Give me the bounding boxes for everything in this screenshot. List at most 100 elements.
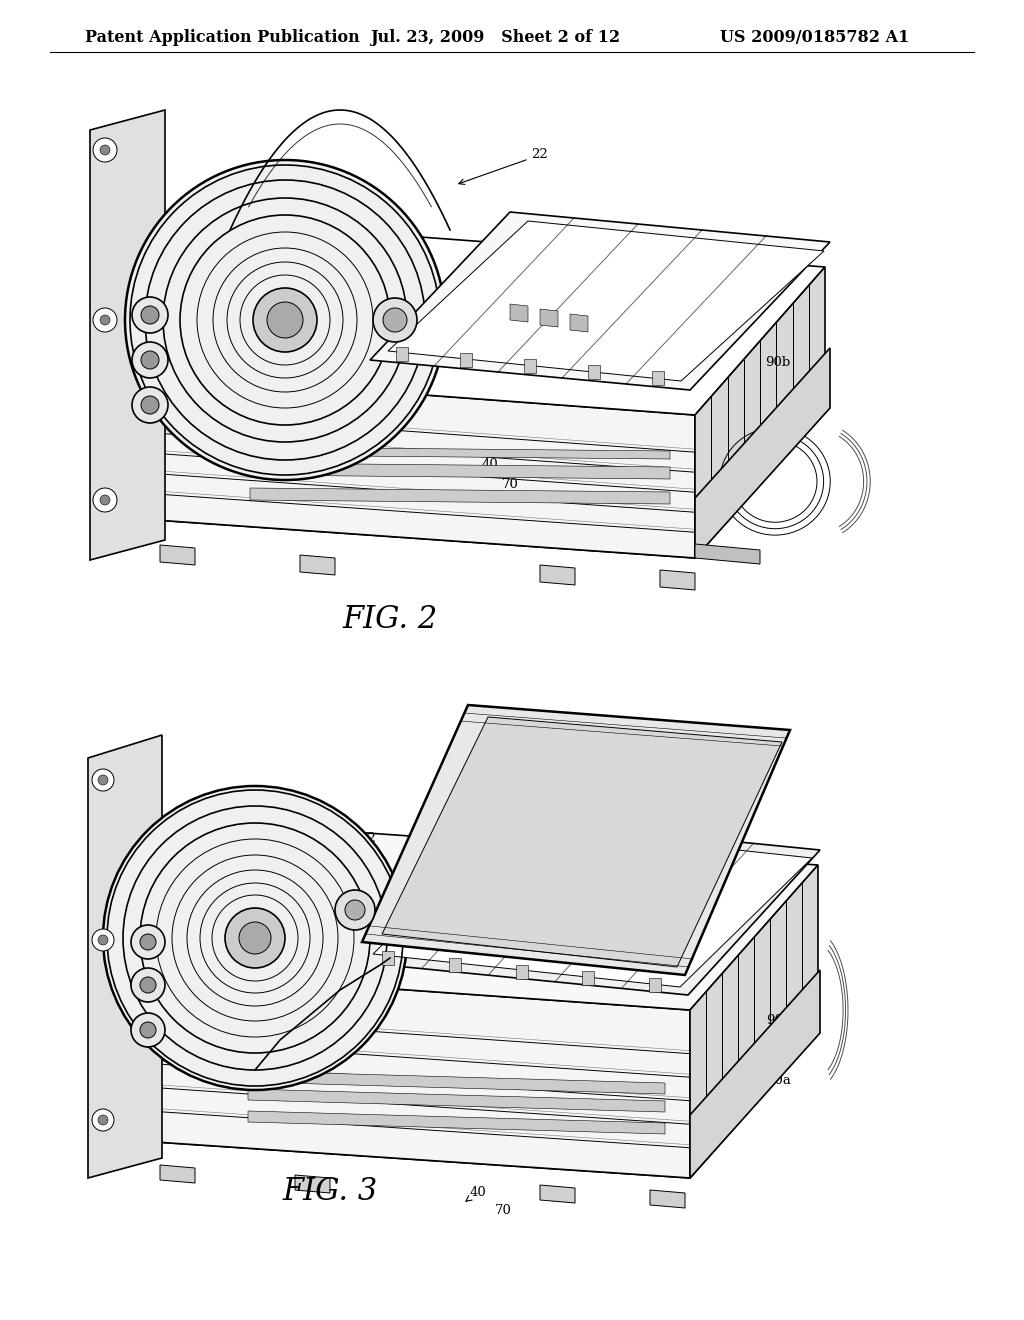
Circle shape [100, 145, 110, 154]
Polygon shape [388, 220, 824, 381]
Polygon shape [382, 952, 394, 965]
Polygon shape [295, 1175, 330, 1193]
Polygon shape [90, 110, 165, 560]
Polygon shape [510, 304, 528, 322]
Text: Patent Application Publication: Patent Application Publication [85, 29, 359, 46]
Circle shape [267, 302, 303, 338]
Polygon shape [88, 735, 162, 1177]
Text: FIG. 2: FIG. 2 [342, 605, 437, 635]
Text: 90b: 90b [595, 776, 621, 789]
Circle shape [125, 160, 445, 480]
Circle shape [239, 921, 271, 954]
Text: 70: 70 [495, 1204, 511, 1217]
Polygon shape [300, 554, 335, 576]
Polygon shape [250, 447, 670, 459]
Polygon shape [695, 544, 760, 564]
Circle shape [132, 297, 168, 333]
Circle shape [100, 315, 110, 325]
Circle shape [93, 488, 117, 512]
Circle shape [383, 308, 407, 333]
Polygon shape [373, 825, 812, 987]
Polygon shape [540, 565, 575, 585]
Text: 92: 92 [547, 293, 563, 306]
Polygon shape [370, 213, 830, 389]
Circle shape [253, 288, 317, 352]
Polygon shape [362, 705, 790, 975]
Circle shape [93, 308, 117, 333]
Polygon shape [648, 978, 660, 991]
Text: 90a: 90a [767, 1073, 792, 1086]
Circle shape [373, 298, 417, 342]
Polygon shape [248, 1089, 665, 1111]
Polygon shape [382, 717, 782, 968]
Text: 22: 22 [359, 832, 377, 845]
Circle shape [93, 139, 117, 162]
Text: 96: 96 [481, 281, 499, 294]
Polygon shape [524, 359, 536, 374]
Text: 40: 40 [476, 458, 499, 477]
Polygon shape [248, 1071, 665, 1094]
Polygon shape [660, 570, 695, 590]
Polygon shape [652, 371, 664, 385]
Circle shape [98, 935, 108, 945]
Circle shape [131, 968, 165, 1002]
Circle shape [98, 775, 108, 785]
Circle shape [140, 977, 156, 993]
Circle shape [335, 890, 375, 931]
Polygon shape [690, 970, 820, 1177]
Circle shape [92, 770, 114, 791]
Circle shape [131, 1012, 165, 1047]
Circle shape [132, 342, 168, 378]
Polygon shape [695, 267, 825, 558]
Text: 53: 53 [743, 454, 761, 466]
Polygon shape [460, 352, 472, 367]
Text: Jul. 23, 2009   Sheet 2 of 12: Jul. 23, 2009 Sheet 2 of 12 [370, 29, 621, 46]
Text: US 2009/0185782 A1: US 2009/0185782 A1 [720, 29, 909, 46]
Polygon shape [588, 366, 600, 379]
Circle shape [92, 1109, 114, 1131]
Text: 70: 70 [502, 479, 518, 491]
Circle shape [140, 935, 156, 950]
Polygon shape [515, 965, 527, 978]
Polygon shape [155, 972, 690, 1177]
Polygon shape [650, 1191, 685, 1208]
Circle shape [131, 925, 165, 960]
Polygon shape [155, 997, 818, 1177]
Text: 90b: 90b [765, 355, 791, 368]
Circle shape [92, 929, 114, 950]
Text: 94: 94 [620, 314, 637, 326]
Polygon shape [570, 314, 588, 333]
Circle shape [103, 785, 407, 1090]
Text: 50: 50 [257, 388, 273, 401]
Polygon shape [155, 375, 695, 558]
Text: 22: 22 [459, 149, 549, 185]
Polygon shape [540, 309, 558, 327]
Polygon shape [250, 488, 670, 504]
Circle shape [98, 1115, 108, 1125]
Polygon shape [250, 463, 670, 479]
Circle shape [100, 495, 110, 506]
Polygon shape [690, 865, 818, 1177]
Text: FIG. 3: FIG. 3 [283, 1176, 378, 1208]
Polygon shape [396, 347, 408, 360]
Polygon shape [355, 817, 820, 995]
Polygon shape [155, 227, 825, 414]
Polygon shape [155, 828, 818, 1010]
Text: 90: 90 [339, 401, 355, 414]
Circle shape [132, 387, 168, 422]
Polygon shape [449, 958, 461, 972]
Text: 50: 50 [250, 1061, 266, 1074]
Polygon shape [248, 1111, 665, 1134]
Text: 90b: 90b [766, 1014, 792, 1027]
Polygon shape [582, 972, 594, 985]
Circle shape [140, 1022, 156, 1038]
Circle shape [141, 351, 159, 370]
Circle shape [141, 306, 159, 323]
Circle shape [225, 908, 285, 968]
Text: 98: 98 [691, 334, 709, 346]
Polygon shape [695, 348, 830, 558]
Polygon shape [540, 1185, 575, 1203]
Text: 90a: 90a [772, 416, 798, 429]
Circle shape [345, 900, 365, 920]
Text: 40: 40 [466, 1185, 486, 1201]
